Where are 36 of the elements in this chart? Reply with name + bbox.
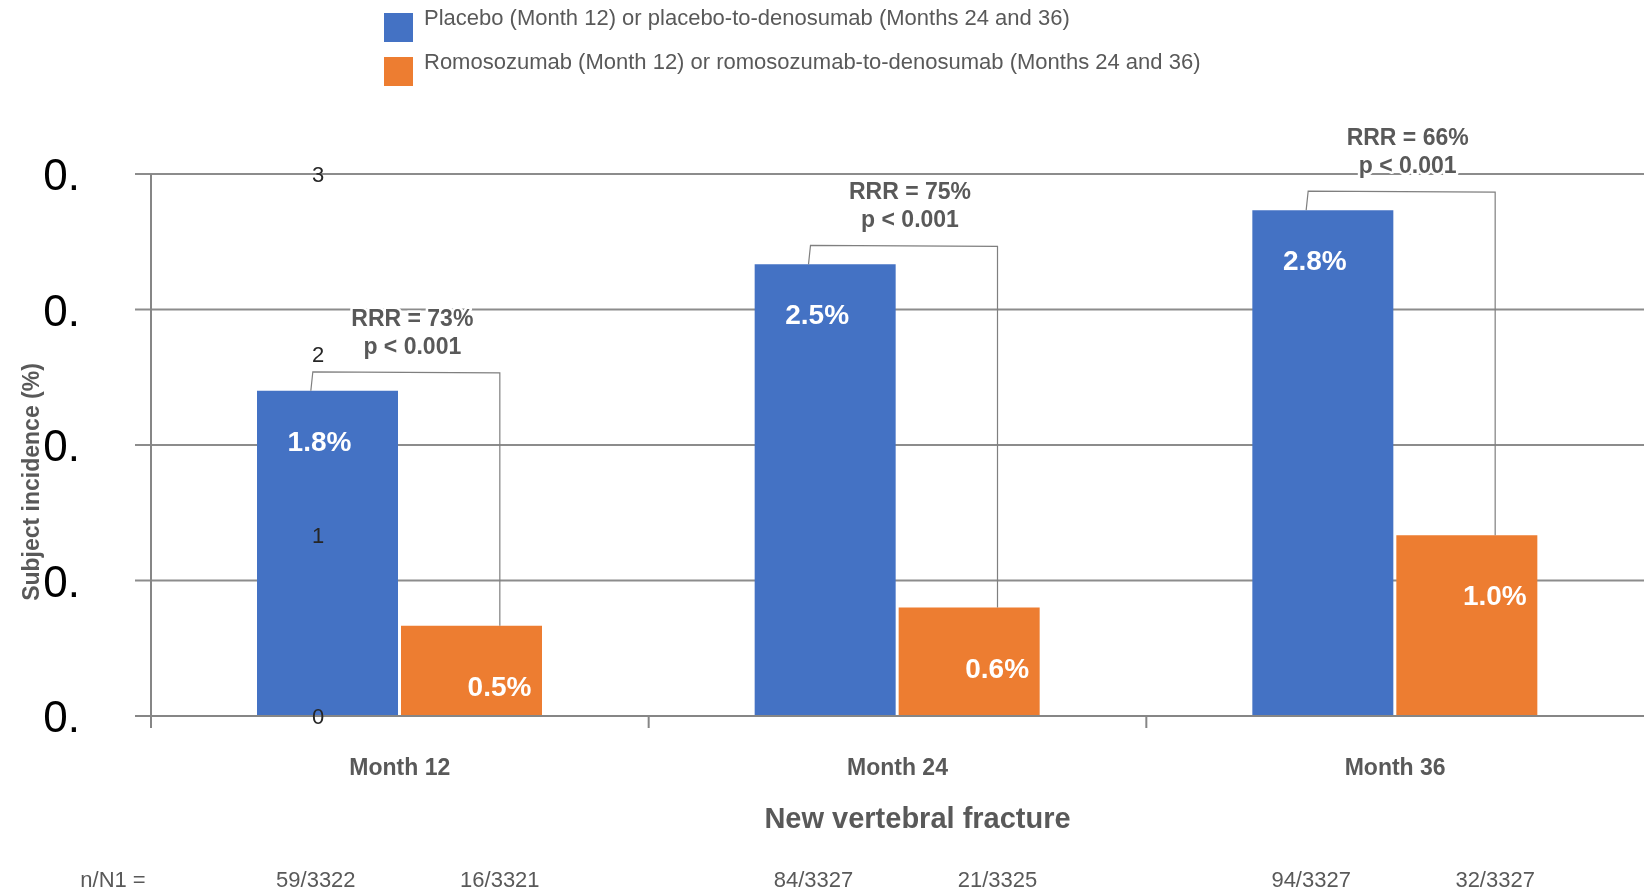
legend-label: Romosozumab (Month 12) or romosozumab-to-denosumab (Months 24 and 36) [424, 48, 1201, 76]
y-tick-label: 2 [311, 342, 325, 368]
bar [898, 607, 1040, 716]
bar [401, 625, 542, 716]
y-axis-title: Subject incidence (%) [18, 363, 44, 601]
text: 84/3327 [773, 866, 854, 892]
data-label: 1.8% [287, 425, 352, 457]
text: 0. [43, 285, 80, 334]
text: 16/3321 [460, 866, 540, 892]
y-tick-label: 3 [311, 161, 325, 187]
text: 0. [43, 149, 80, 199]
bar [1396, 535, 1538, 716]
text: 0. [43, 420, 80, 470]
data-label: 2.8% [1282, 244, 1347, 276]
text: 0. [43, 556, 80, 605]
x-tick-label: Month 36 [1344, 754, 1446, 780]
text: 21/3325 [957, 866, 1038, 892]
y-tick-label: 1 [311, 522, 325, 548]
annotation: RRR = 73% p < 0.001 [351, 304, 474, 359]
data-label: 1.0% [1462, 579, 1527, 611]
data-label: 0.6% [965, 652, 1030, 684]
bar [754, 264, 896, 716]
data-label: 0.5% [467, 670, 532, 702]
annotation: RRR = 66% p < 0.001 [1346, 124, 1469, 179]
x-tick-label: Month 12 [349, 754, 451, 780]
text: n/N1 = [80, 866, 146, 892]
text: 0. [43, 691, 80, 741]
text: 59/3322 [276, 866, 356, 892]
text: 94/3327 [1271, 866, 1351, 892]
annotation: RRR = 75% p < 0.001 [848, 178, 972, 233]
x-tick-label: Month 24 [847, 754, 949, 780]
text: 32/3327 [1455, 866, 1535, 892]
bar [1252, 210, 1394, 716]
x-axis-title: New vertebral fracture [764, 802, 1071, 834]
legend-label: Placebo (Month 12) or placebo-to-denosumab (Months 24 and 36) [424, 4, 1070, 32]
data-label: 2.5% [785, 298, 850, 330]
